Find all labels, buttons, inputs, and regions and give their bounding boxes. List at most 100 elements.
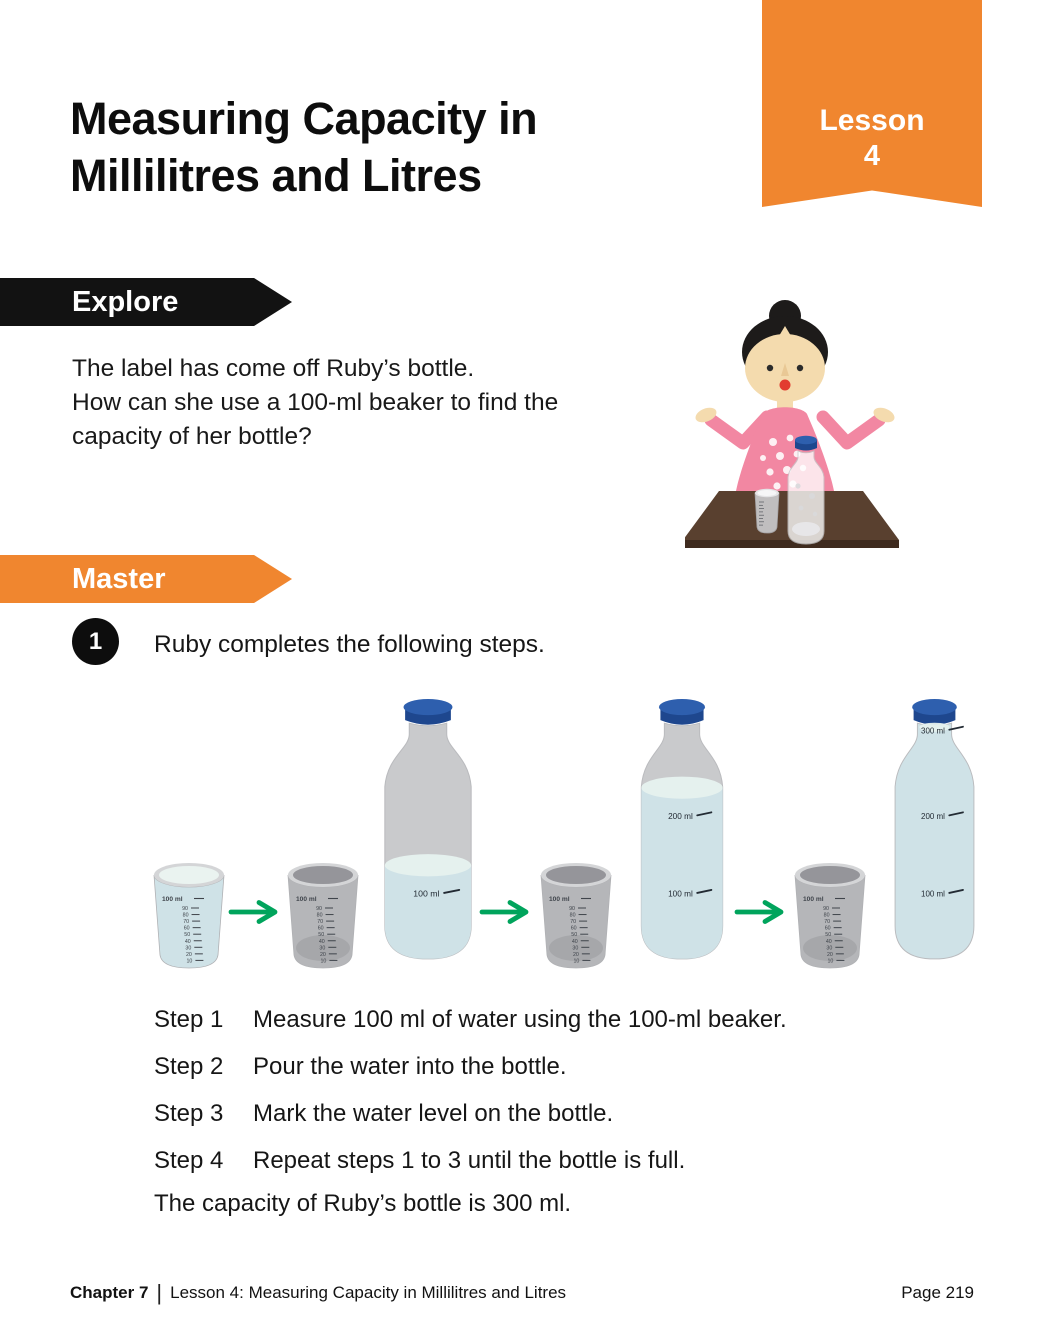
svg-text:60: 60: [318, 926, 324, 932]
svg-text:50: 50: [571, 932, 577, 938]
svg-text:60: 60: [184, 926, 190, 932]
footer-page-number: Page 219: [901, 1283, 974, 1302]
svg-text:100 ml: 100 ml: [296, 896, 317, 903]
step-text: Measure 100 ml of water using the 100-ml…: [253, 1006, 787, 1033]
step-label: Step 1: [154, 1006, 224, 1033]
bottle-200ml: 200 ml 100 ml: [640, 699, 724, 960]
svg-text:40: 40: [572, 939, 578, 945]
step-row: Step 3 Mark the water level on the bottl…: [154, 1100, 934, 1128]
svg-text:50: 50: [825, 932, 831, 938]
svg-text:60: 60: [825, 926, 831, 932]
svg-text:90: 90: [823, 906, 829, 912]
explore-banner: Explore: [0, 278, 292, 326]
master-banner: Master: [0, 555, 292, 603]
explore-question-text: The label has come off Ruby’s bottle. Ho…: [72, 355, 559, 450]
lesson-ribbon-number: 4: [863, 140, 881, 172]
step-row: Step 2 Pour the water into the bottle.: [154, 1053, 934, 1081]
svg-text:20: 20: [186, 952, 192, 958]
svg-text:40: 40: [319, 939, 325, 945]
step-row: Step 4 Repeat steps 1 to 3 until the bot…: [154, 1147, 934, 1175]
svg-text:40: 40: [826, 939, 832, 945]
step-text: Mark the water level on the bottle.: [253, 1100, 614, 1127]
svg-text:10: 10: [827, 958, 833, 964]
girl-hand-right: [873, 407, 895, 423]
footer-chapter: Chapter 7: [70, 1283, 149, 1302]
svg-text:80: 80: [317, 913, 323, 919]
svg-text:70: 70: [824, 919, 830, 925]
svg-text:70: 70: [317, 919, 323, 925]
svg-text:30: 30: [185, 945, 191, 951]
footer-lesson: Lesson 4: Measuring Capacity in Millilit…: [170, 1283, 567, 1302]
svg-text:90: 90: [182, 906, 188, 912]
step-text: Pour the water into the bottle.: [253, 1053, 567, 1080]
page-title-line1: Measuring Capacity in: [70, 93, 538, 144]
small-beaker-on-table: [754, 488, 780, 534]
bottle-level-label: 100 ml: [921, 889, 945, 898]
arrow-right-icon: [228, 900, 278, 924]
svg-text:50: 50: [318, 932, 324, 938]
svg-text:80: 80: [824, 913, 830, 919]
girl-mouth: [779, 379, 791, 391]
svg-text:30: 30: [826, 945, 832, 951]
svg-text:30: 30: [319, 945, 325, 951]
hair-part: [776, 326, 794, 341]
bottle-100ml: 100 ml: [384, 699, 472, 960]
girl-eye-left: [766, 364, 774, 372]
step-text: Repeat steps 1 to 3 until the bottle is …: [253, 1147, 686, 1174]
arrow-right-icon: [734, 900, 784, 924]
girl-illustration: [685, 300, 899, 548]
svg-text:100 ml: 100 ml: [803, 896, 824, 903]
step-label: Step 4: [154, 1147, 224, 1174]
lesson-ribbon: Lesson 4: [762, 0, 982, 207]
svg-text:20: 20: [320, 952, 326, 958]
lesson-ribbon-label: Lesson: [819, 104, 925, 137]
bottle-300ml: 300 ml 200 ml 100 ml: [894, 699, 975, 960]
svg-text:20: 20: [827, 952, 833, 958]
girl-hand-left: [695, 407, 717, 423]
step-label: Step 2: [154, 1053, 224, 1080]
svg-text:50: 50: [184, 932, 190, 938]
girl-eye-right: [796, 364, 804, 372]
bottle-level-label: 200 ml: [668, 811, 693, 821]
svg-text:80: 80: [570, 913, 576, 919]
question-number-badge: 1: [72, 618, 119, 665]
girl-nose: [781, 363, 789, 376]
svg-text:90: 90: [316, 906, 322, 912]
svg-text:20: 20: [573, 952, 579, 958]
svg-text:10: 10: [186, 958, 192, 964]
bottle-level-label: 300 ml: [921, 726, 945, 735]
svg-text:100 ml: 100 ml: [162, 896, 183, 903]
master-banner-label: Master: [72, 562, 166, 595]
bottle-level-label: 100 ml: [668, 888, 693, 898]
svg-text:60: 60: [571, 926, 577, 932]
table-front-edge: [685, 540, 899, 548]
question-prompt: Ruby completes the following steps.: [154, 631, 545, 658]
page-footer: Chapter 7 | Lesson 4: Measuring Capacity…: [70, 1280, 974, 1306]
svg-text:70: 70: [570, 919, 576, 925]
svg-text:70: 70: [183, 919, 189, 925]
bottle-level-label: 100 ml: [413, 889, 439, 899]
bottle-level-label: 200 ml: [921, 812, 945, 821]
girl-arm-right: [816, 410, 886, 450]
explore-banner-label: Explore: [72, 285, 179, 318]
bottle-on-table: [787, 435, 825, 545]
svg-text:40: 40: [185, 939, 191, 945]
arrow-right-icon: [479, 900, 529, 924]
svg-text:90: 90: [569, 906, 575, 912]
step-label: Step 3: [154, 1100, 224, 1127]
svg-text:10: 10: [573, 958, 579, 964]
page-title: Measuring Capacity in Millilitres and Li…: [70, 90, 538, 204]
steps-list: Step 1 Measure 100 ml of water using the…: [154, 1006, 934, 1194]
svg-text:80: 80: [183, 913, 189, 919]
girl-neck: [777, 396, 793, 410]
svg-text:100 ml: 100 ml: [549, 896, 570, 903]
